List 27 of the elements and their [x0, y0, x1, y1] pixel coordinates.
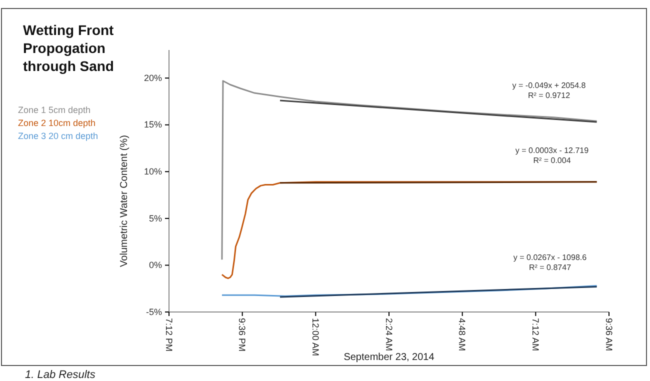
y-tick-label: 20%: [144, 72, 162, 83]
y-tick-label: 5%: [148, 213, 162, 224]
line-series: [221, 80, 598, 260]
x-tick-label: 12:00 AM: [310, 318, 321, 356]
y-tick-label: 0%: [148, 260, 162, 270]
x-tick-label: 9:36 AM: [604, 318, 614, 352]
annotation: y = 0.0267x - 1098.6: [513, 253, 588, 262]
annotation: R² = 0.004: [533, 156, 572, 165]
text: 1. Lab Results: [25, 369, 96, 381]
text: Zone 1 5cm depth: [18, 105, 91, 115]
y-tick-label: 15%: [144, 120, 162, 130]
x-tick-label: 7:12 PM: [164, 318, 174, 352]
text: Zone 2 10cm depth: [18, 118, 96, 128]
chart-title: Wetting Front Propogation through Sand: [23, 22, 114, 74]
x-tick-label: 7:12 AM: [530, 318, 541, 352]
text: Zone 3 20 cm depth: [18, 131, 98, 141]
y-axis-title: Volumetric Water Content (%): [119, 135, 130, 267]
y-tick-label: 10%: [144, 166, 162, 177]
x-tick-label: 4:48 AM: [457, 318, 468, 352]
x-axis-title: September 23, 2014: [344, 352, 435, 363]
x-tick-label: 9:36 PM: [237, 318, 248, 352]
y-tick-label: -5%: [146, 306, 162, 317]
annotation: R² = 0.8747: [528, 263, 572, 272]
x-tick-label: 2:24 AM: [384, 318, 394, 352]
annotation: R² = 0.9712: [528, 91, 571, 100]
annotation: y = 0.0003x - 12.719: [515, 146, 590, 155]
annotation: y = -0.049x + 2054.8: [512, 81, 586, 90]
